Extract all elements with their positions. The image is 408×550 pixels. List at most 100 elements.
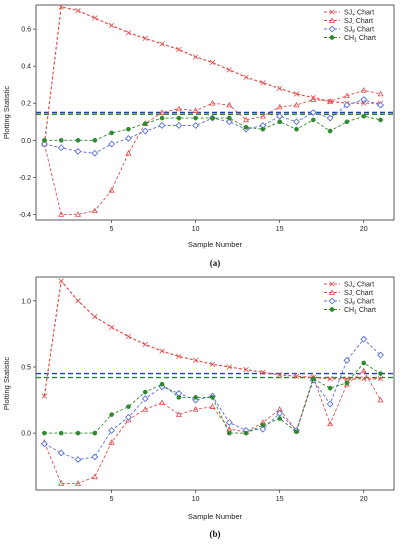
data-point [125, 135, 132, 142]
data-point [91, 149, 99, 157]
y-tick-label: 0.4 [21, 64, 31, 71]
data-point [192, 107, 199, 113]
data-point [259, 425, 267, 433]
data-point [360, 87, 367, 93]
data-point [40, 140, 48, 148]
data-point [75, 430, 81, 436]
data-point [175, 411, 182, 417]
legend-label: CH1 Chart [344, 307, 376, 316]
data-point [243, 74, 249, 80]
chart-panel-a: 5 10 15 20 -0.4 -0.2 0.0 0.2 0.4 0.6 Sample Number… [2, 4, 395, 268]
data-point [294, 429, 299, 435]
data-point [126, 404, 131, 410]
data-point [142, 389, 148, 395]
data-point [327, 420, 334, 427]
series-1 [41, 4, 384, 147]
data-point [109, 412, 114, 417]
data-point [142, 35, 148, 42]
data-point [158, 399, 166, 406]
data-point [328, 17, 336, 23]
data-point [327, 376, 333, 382]
data-point [328, 297, 336, 305]
data-point [176, 395, 182, 400]
data-point [108, 427, 116, 434]
y-tick-label: -0.4 [19, 212, 31, 219]
y-tick-label: 1.0 [21, 298, 31, 305]
data-point [74, 480, 82, 486]
legend-item: SJ- Chart [324, 289, 373, 299]
data-point [57, 144, 65, 152]
data-point [277, 416, 283, 421]
data-point [378, 117, 383, 123]
data-point [210, 395, 215, 400]
data-point [75, 137, 81, 143]
data-point [361, 100, 367, 106]
x-tick-label: 15 [276, 496, 284, 503]
data-point [327, 128, 333, 134]
data-point [294, 126, 299, 132]
legend-item: SJ+ Chart [324, 281, 374, 290]
x-tick-label: 20 [360, 496, 368, 503]
data-point [293, 101, 300, 108]
data-point [344, 380, 350, 386]
data-point [193, 395, 199, 400]
panel-caption: (b) [210, 529, 221, 539]
data-point [58, 430, 64, 436]
data-point [344, 376, 350, 382]
data-point [74, 211, 82, 217]
legend-label: CH1 Chart [344, 35, 376, 44]
series-4 [42, 113, 383, 143]
data-point [329, 9, 335, 15]
legend-item: CH1 Chart [324, 35, 376, 44]
y-axis-label: Plotting Statistic [2, 357, 11, 411]
data-point [58, 278, 64, 284]
x-tick-label: 20 [360, 226, 368, 233]
data-point [360, 96, 368, 103]
data-point [175, 122, 183, 129]
data-point [277, 372, 283, 378]
legend-item: SJ# Chart [324, 25, 374, 35]
data-point [75, 298, 81, 304]
data-point [329, 281, 335, 287]
data-point [310, 117, 316, 123]
data-point [293, 118, 300, 126]
data-point [226, 101, 233, 108]
data-point [176, 46, 182, 53]
x-tick-label: 10 [192, 226, 200, 233]
data-point [310, 96, 317, 102]
data-point [329, 35, 335, 40]
data-point [225, 419, 233, 426]
data-point [226, 67, 232, 73]
data-point [109, 130, 114, 136]
data-point [141, 127, 149, 135]
y-tick-label: 0.5 [21, 364, 31, 371]
data-point [42, 137, 47, 143]
legend-item: CH1 Chart [324, 307, 376, 316]
data-point [108, 324, 115, 330]
data-point [176, 353, 182, 360]
x-tick-label: 10 [192, 496, 200, 503]
data-point [377, 351, 384, 359]
data-point [226, 364, 232, 370]
y-tick-label: 0.2 [21, 101, 31, 108]
data-point [327, 98, 334, 104]
y-tick-label: 0.0 [21, 138, 31, 145]
legend-label: SJ- Chart [344, 18, 373, 27]
data-point [243, 366, 249, 373]
data-point [125, 333, 132, 340]
data-point [159, 41, 165, 47]
data-point [260, 80, 266, 86]
data-point [377, 101, 384, 109]
data-point [141, 395, 149, 403]
data-point [142, 121, 148, 126]
series-line [43, 89, 381, 215]
series-line [44, 362, 381, 434]
data-point [58, 4, 64, 10]
series-1 [41, 278, 384, 399]
data-point [175, 105, 182, 112]
data-point [328, 25, 336, 33]
data-point [293, 373, 300, 379]
data-point [108, 187, 115, 193]
